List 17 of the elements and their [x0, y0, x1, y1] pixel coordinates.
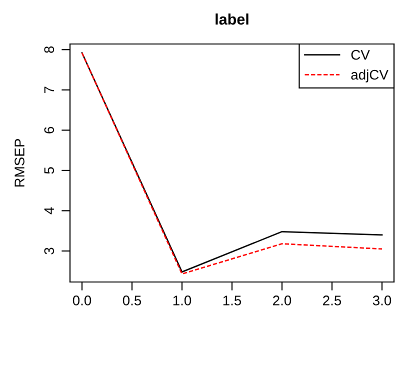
y-tick-label: 7: [44, 86, 54, 94]
y-axis-title: RMSEP: [14, 139, 24, 187]
chart-title: label: [216, 13, 248, 25]
legend-label: adjCV: [351, 69, 388, 82]
y-tick-label: 4: [44, 207, 54, 214]
x-tick-label: 1.0: [173, 296, 192, 306]
x-tick-label: 2.0: [273, 296, 292, 306]
x-tick-label: 1.5: [223, 296, 242, 306]
y-tick-label: 6: [44, 126, 54, 134]
x-tick-label: 3.0: [372, 296, 392, 306]
x-tick-label: 0.5: [122, 296, 142, 306]
y-tick-label: 5: [44, 167, 54, 174]
x-tick-label: 0.0: [72, 296, 92, 306]
y-tick-label: 3: [44, 248, 54, 254]
y-tick-label: 8: [44, 46, 54, 53]
x-tick-label: 2.5: [323, 296, 342, 306]
legend-label: CV: [351, 50, 370, 60]
